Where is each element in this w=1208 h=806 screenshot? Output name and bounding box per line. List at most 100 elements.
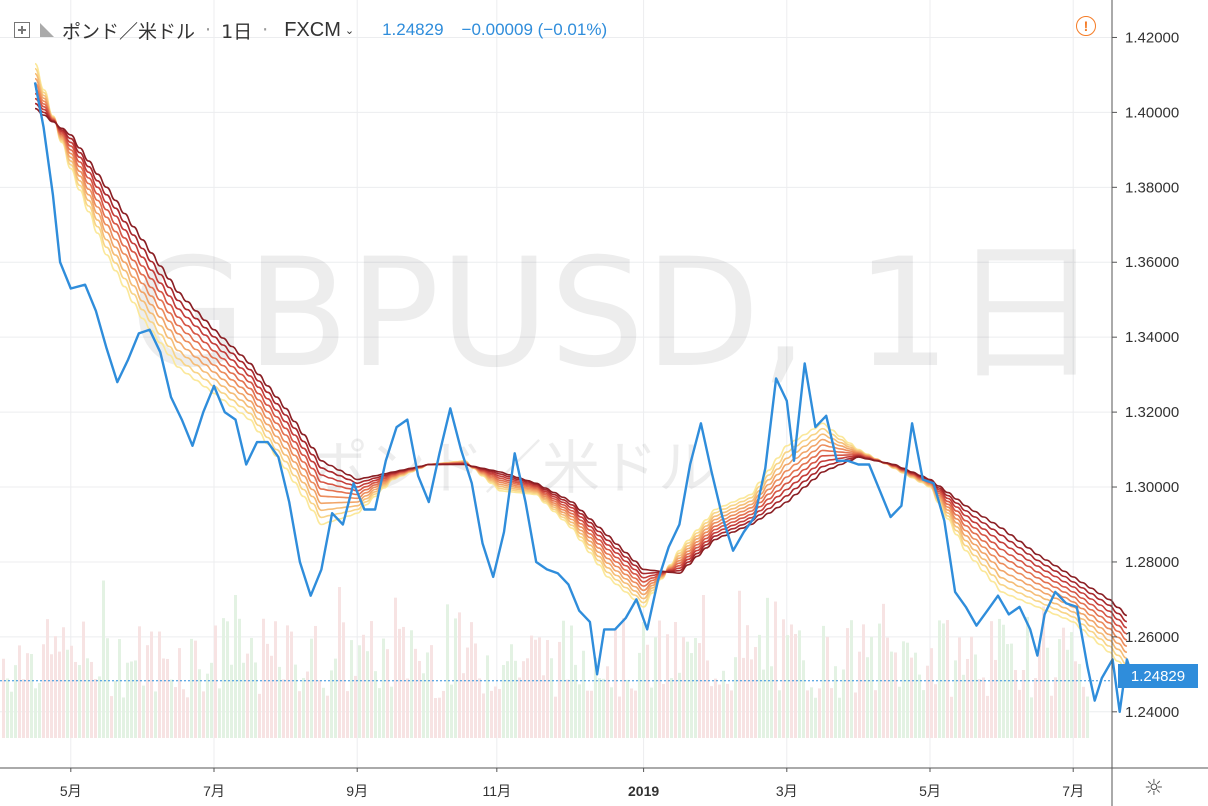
volume-bar bbox=[890, 651, 893, 738]
y-tick-label: 1.24000 bbox=[1125, 704, 1179, 721]
x-tick-label: 3月 bbox=[776, 783, 798, 799]
volume-bar bbox=[170, 679, 173, 738]
volume-bar bbox=[234, 595, 237, 738]
volume-bar bbox=[666, 634, 669, 738]
volume-bar bbox=[978, 679, 981, 738]
volume-bar bbox=[142, 685, 145, 738]
volume-bar bbox=[766, 597, 769, 738]
volume-bar bbox=[474, 643, 477, 738]
volume-bar bbox=[1082, 686, 1085, 738]
volume-bar bbox=[110, 696, 113, 738]
volume-bar bbox=[1030, 697, 1033, 738]
volume-bar bbox=[482, 693, 485, 738]
volume-bar bbox=[442, 690, 445, 738]
volume-bar bbox=[562, 620, 565, 738]
volume-bar bbox=[334, 658, 337, 738]
volume-bar bbox=[50, 654, 53, 738]
volume-bar bbox=[290, 631, 293, 738]
volume-bar bbox=[994, 659, 997, 738]
volume-bar bbox=[526, 658, 529, 738]
chevron-down-icon[interactable]: ⌄ bbox=[344, 23, 355, 37]
price-change: −0.00009 (−0.01%) bbox=[461, 20, 608, 39]
volume-bar bbox=[2, 658, 5, 738]
flag-icon[interactable] bbox=[40, 23, 54, 37]
volume-bar bbox=[1010, 643, 1013, 738]
volume-bar bbox=[738, 590, 741, 738]
volume-bar bbox=[310, 638, 313, 738]
volume-bar bbox=[626, 679, 629, 738]
volume-bar bbox=[298, 691, 301, 738]
volume-bar bbox=[186, 697, 189, 738]
volume-bar bbox=[86, 658, 89, 738]
volume-bar bbox=[798, 630, 801, 738]
volume-bar bbox=[194, 640, 197, 738]
volume-bar bbox=[702, 595, 705, 738]
volume-bar bbox=[322, 687, 325, 738]
volume-bar bbox=[974, 654, 977, 738]
separator: · bbox=[205, 19, 212, 41]
volume-bar bbox=[870, 636, 873, 738]
volume-bar bbox=[750, 659, 753, 738]
volume-bar bbox=[926, 665, 929, 738]
volume-bar bbox=[782, 619, 785, 738]
price-axis[interactable]: 1.42000 1.40000 1.38000 1.36000 1.34000 1.320… bbox=[1112, 29, 1179, 721]
y-tick-label: 1.30000 bbox=[1125, 479, 1179, 496]
ma-line bbox=[34, 102, 1128, 623]
volume-bar bbox=[398, 628, 401, 738]
y-tick-label: 1.34000 bbox=[1125, 329, 1179, 346]
volume-bar bbox=[698, 643, 701, 738]
volume-bar bbox=[326, 695, 329, 738]
x-tick-label: 9月 bbox=[346, 783, 368, 799]
volume-bar bbox=[434, 697, 437, 738]
volume-bar bbox=[758, 634, 761, 738]
volume-bar bbox=[598, 678, 601, 738]
symbol-watermark: GBPUSD, 1日 ポンド／米ドル bbox=[130, 227, 1101, 502]
volume-bar bbox=[1034, 678, 1037, 738]
volume-bar bbox=[302, 677, 305, 738]
volume-bar bbox=[14, 665, 17, 738]
volume-bar bbox=[470, 622, 473, 738]
volume-bar bbox=[1006, 644, 1009, 738]
volume-bar bbox=[718, 684, 721, 738]
y-tick-label: 1.26000 bbox=[1125, 629, 1179, 646]
volume-bar bbox=[914, 652, 917, 738]
volume-bar bbox=[550, 658, 553, 738]
volume-bar bbox=[650, 687, 653, 738]
gear-icon[interactable]: ☼ bbox=[1144, 776, 1164, 801]
volume-bar bbox=[462, 673, 465, 738]
volume-bar bbox=[566, 679, 569, 738]
volume-bar bbox=[314, 625, 317, 738]
exclamation-circle-icon[interactable]: ! bbox=[1076, 16, 1096, 36]
symbol-name[interactable]: ポンド／米ドル bbox=[62, 20, 196, 43]
volume-bar bbox=[902, 641, 905, 738]
price-line bbox=[33, 82, 1136, 713]
volume-bar bbox=[998, 618, 1001, 738]
ma-ribbon bbox=[34, 62, 1128, 672]
volume-bar bbox=[330, 670, 333, 738]
volume-bar bbox=[746, 625, 749, 738]
volume-bar bbox=[1042, 606, 1045, 738]
volume-bar bbox=[706, 660, 709, 738]
x-tick-label: 7月 bbox=[1062, 783, 1084, 799]
volume-bar bbox=[638, 652, 641, 738]
volume-bar bbox=[338, 587, 341, 738]
symbol-legend: ポンド／米ドル · 1日 · FXCM ⌄ 1.24829 −0.00009 (… bbox=[14, 14, 607, 46]
volume-bar bbox=[282, 679, 285, 738]
volume-bar bbox=[90, 661, 93, 738]
volume-bar bbox=[722, 670, 725, 738]
interval-label[interactable]: 1日 bbox=[221, 20, 253, 43]
volume-bar bbox=[850, 620, 853, 738]
volume-bar bbox=[910, 657, 913, 738]
volume-bar bbox=[250, 637, 253, 738]
x-tick-label: 11月 bbox=[483, 783, 512, 799]
volume-bar bbox=[1062, 627, 1065, 738]
exchange-label[interactable]: FXCM bbox=[284, 18, 341, 41]
volume-bar bbox=[986, 695, 989, 738]
volume-bar bbox=[858, 651, 861, 738]
volume-bar bbox=[70, 645, 73, 738]
volume-bar bbox=[866, 657, 869, 738]
volume-bar bbox=[66, 649, 69, 738]
time-axis[interactable]: 5月 7月 9月 11月 2019 3月 5月 7月 bbox=[60, 768, 1084, 799]
plus-square-icon[interactable] bbox=[14, 22, 30, 38]
